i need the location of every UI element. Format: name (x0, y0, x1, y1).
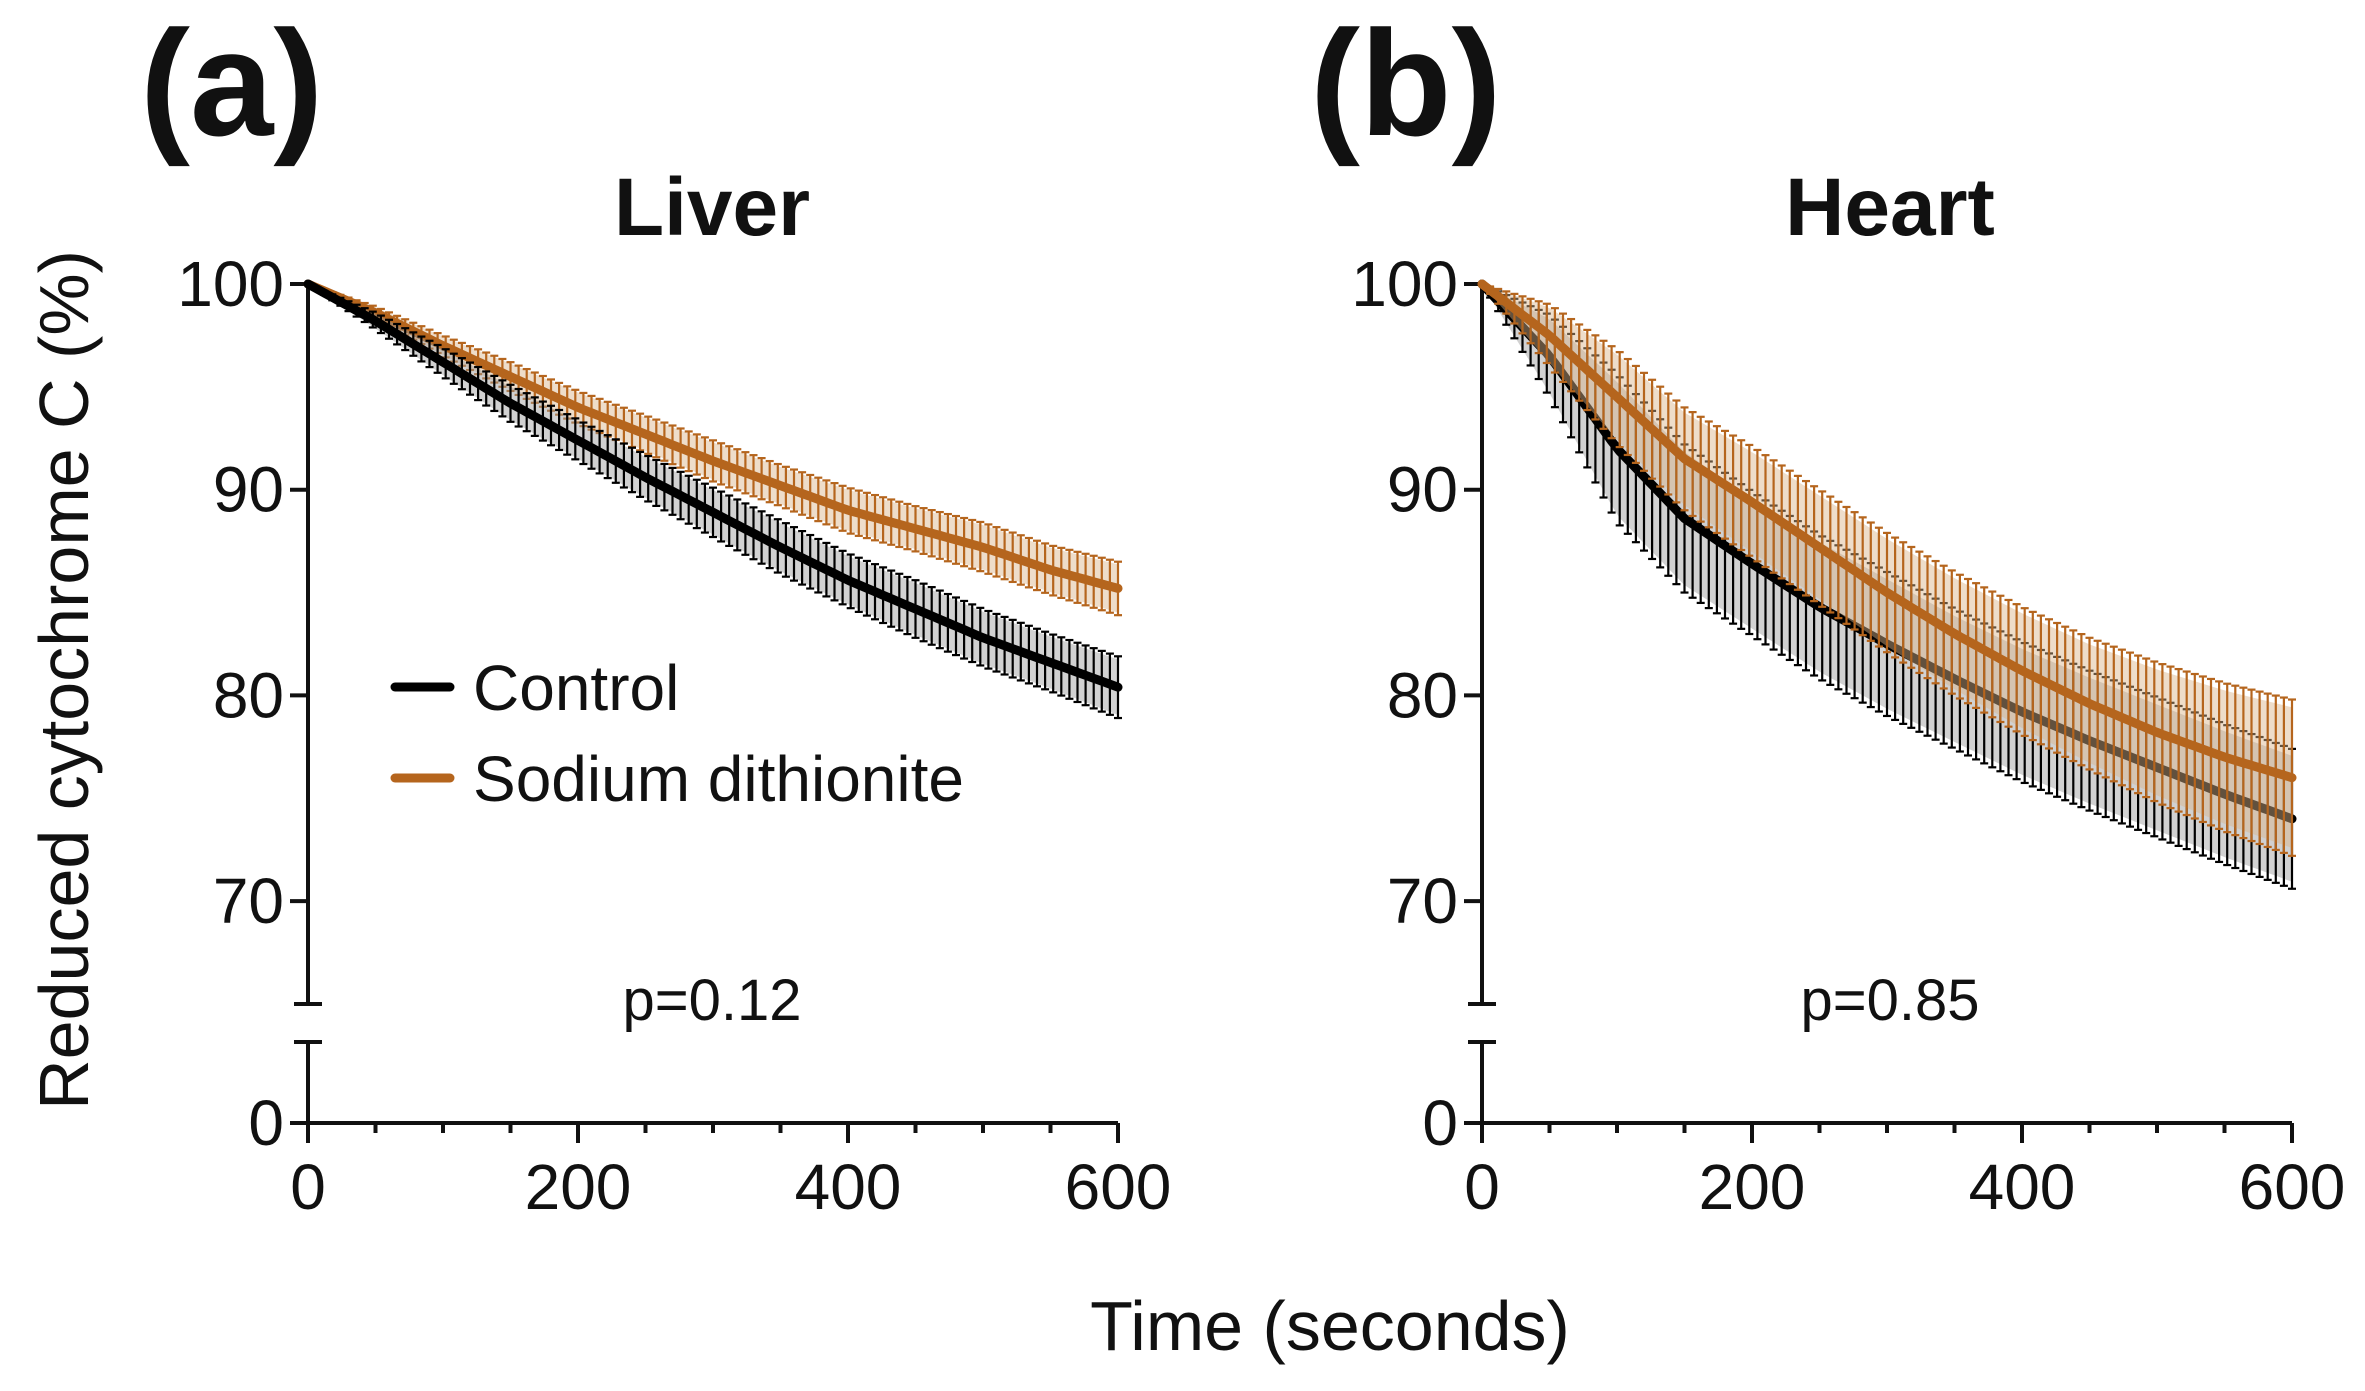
x-tick-label: 200 (1699, 1151, 1806, 1223)
x-tick-label: 600 (2239, 1151, 2346, 1223)
panel-label-b: (b) (1310, 0, 1502, 167)
y-axis-label: Reduced cytochrome C (%) (25, 250, 103, 1110)
panel-liver: (a) Liver p=0.12 0 70 80 90 100 0 200 400 600 Co… (140, 0, 1171, 1223)
panel-title-liver: Liver (614, 162, 810, 253)
legend-label-sodium-dithionite: Sodium dithionite (473, 743, 964, 815)
y-tick-label: 90 (1387, 454, 1458, 526)
y-tick-label: 90 (213, 454, 284, 526)
x-tick-label: 400 (1969, 1151, 2076, 1223)
y-tick-label: 100 (1351, 248, 1458, 320)
series-sodium-dithionite (1477, 279, 2297, 857)
y-tick-label: 70 (213, 865, 284, 937)
panel-label-a: (a) (140, 0, 323, 167)
series-line (1477, 279, 2297, 783)
series-line (303, 279, 1123, 593)
x-tick-label: 0 (290, 1151, 326, 1223)
y-tick-label: 100 (177, 248, 284, 320)
p-value-liver: p=0.12 (622, 968, 801, 1033)
y-tick-label: 70 (1387, 865, 1458, 937)
legend: Control Sodium dithionite (390, 652, 964, 815)
y-tick-label: 80 (1387, 659, 1458, 731)
axes-heart: 0 70 80 90 100 0 200 400 600 (1351, 248, 2345, 1223)
y-tick-label: 0 (248, 1087, 284, 1159)
series-line (303, 279, 1123, 692)
panel-title-heart: Heart (1785, 162, 1995, 253)
series-control (303, 279, 1123, 720)
x-axis-label: Time (seconds) (1090, 1287, 1570, 1365)
legend-label-control: Control (473, 652, 679, 724)
y-tick-label: 80 (213, 659, 284, 731)
x-tick-label: 200 (525, 1151, 632, 1223)
y-tick-label: 0 (1422, 1087, 1458, 1159)
series-heart (1477, 279, 2297, 890)
panel-heart: (b) Heart p=0.85 0 70 80 90 100 0 200 400 600 (1310, 0, 2345, 1223)
x-tick-label: 400 (795, 1151, 902, 1223)
series-liver (303, 279, 1123, 720)
series-sodium-dithionite (303, 279, 1123, 617)
p-value-heart: p=0.85 (1800, 968, 1979, 1033)
x-tick-label: 0 (1464, 1151, 1500, 1223)
axes-liver: 0 70 80 90 100 0 200 400 600 (177, 248, 1171, 1223)
x-tick-label: 600 (1065, 1151, 1172, 1223)
